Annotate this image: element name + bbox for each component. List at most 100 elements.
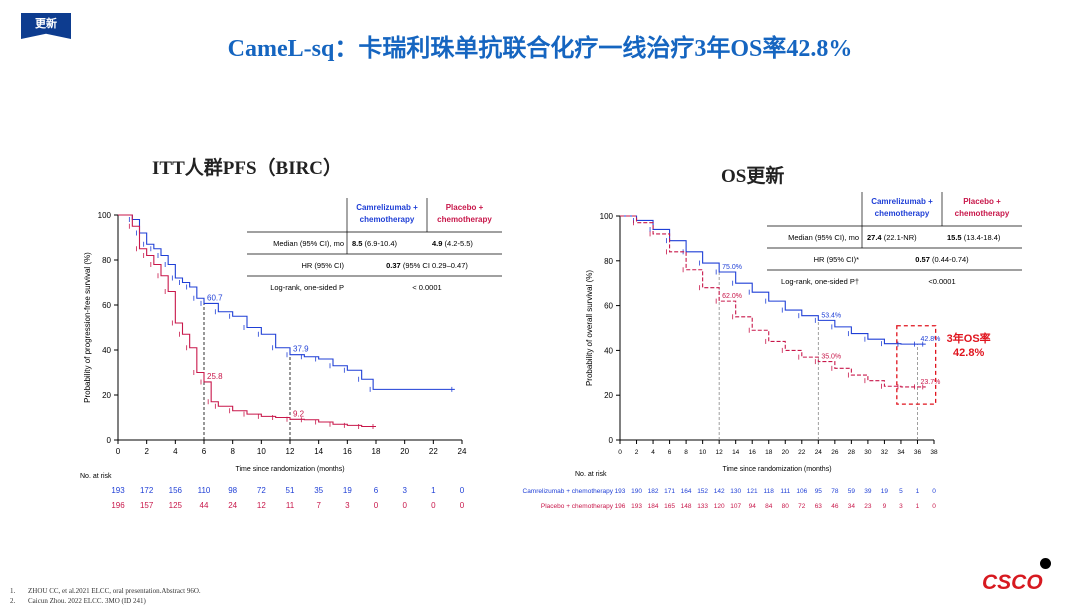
os-risk-value: 107 [730, 503, 741, 510]
pfs-camrelizumab-curve [118, 214, 455, 390]
os-risk-value: 133 [697, 503, 708, 510]
pfs-annotation: 25.8 [207, 372, 223, 381]
os-placebo-curve [620, 215, 926, 388]
os-x-tick-label: 14 [732, 449, 740, 456]
os-x-tick-label: 36 [914, 449, 922, 456]
pfs-risk-value: 11 [286, 501, 295, 510]
os-risk-value: 1 [916, 488, 920, 495]
os-risk-value: 63 [815, 503, 823, 510]
pfs-y-tick-label: 100 [98, 211, 112, 220]
pfs-y-tick-label: 60 [102, 301, 111, 310]
os-annotation: 35.0% [821, 354, 841, 361]
pfs-y-tick-label: 80 [102, 256, 111, 265]
os-table-row-label: HR (95% CI)* [814, 255, 860, 264]
os-risk-value: 152 [697, 488, 708, 495]
pfs-x-tick-label: 14 [314, 447, 323, 456]
pfs-x-tick-label: 16 [343, 447, 352, 456]
os-risk-value: 84 [765, 503, 773, 510]
os-panel-title: OS更新 [721, 166, 785, 187]
os-table-cell: 27.4 (22.1-NR) [867, 233, 917, 242]
pfs-x-tick-label: 20 [400, 447, 409, 456]
references: 1. ZHOU CC, et al.2021 ELCC, oral present… [10, 586, 201, 606]
os-risk-value: 148 [681, 503, 692, 510]
os-annotation: 75.0% [722, 264, 742, 271]
pfs-risk-value: 196 [111, 501, 125, 510]
os-annotation: 53.4% [821, 312, 841, 319]
pfs-table-cell: 4.9 (4.2-5.5) [432, 239, 473, 248]
os-x-tick-label: 12 [716, 449, 724, 456]
pfs-annotation: 37.9 [293, 345, 309, 354]
pfs-y-tick-label: 20 [102, 391, 111, 400]
pfs-y-tick-label: 0 [107, 436, 112, 445]
pfs-risk-value: 0 [460, 486, 465, 495]
os-risk-value: 142 [714, 488, 725, 495]
pfs-table-col-header-2: Placebo + [446, 203, 484, 212]
os-risk-value: 182 [648, 488, 659, 495]
os-risk-value: 5 [899, 488, 903, 495]
pfs-annotation: 60.7 [207, 293, 223, 302]
os-x-tick-label: 22 [798, 449, 806, 456]
pfs-x-tick-label: 0 [116, 447, 121, 456]
os-risk-value: 1 [916, 503, 920, 510]
os-risk-value: 165 [664, 503, 675, 510]
os-x-tick-label: 2 [635, 449, 639, 456]
os-x-tick-label: 10 [699, 449, 707, 456]
pfs-risk-value: 6 [374, 486, 379, 495]
pfs-table-row-label: HR (95% CI) [301, 261, 344, 270]
os-risk-value: 184 [648, 503, 659, 510]
logo-emblem-icon [1040, 558, 1051, 569]
os-highlight-box [896, 325, 937, 405]
pfs-risk-value: 3 [402, 486, 407, 495]
os-y-tick-label: 40 [604, 346, 613, 355]
pfs-risk-value: 172 [140, 486, 154, 495]
os-y-tick-label: 60 [604, 302, 613, 311]
pfs-risk-value: 0 [402, 501, 407, 510]
os-y-tick-label: 80 [604, 257, 613, 266]
os-x-tick-label: 4 [651, 449, 655, 456]
os-risk-value: 3 [899, 503, 903, 510]
os-risk-value: 0 [932, 488, 936, 495]
pfs-risk-value: 98 [228, 486, 237, 495]
pfs-risk-value: 51 [286, 486, 295, 495]
os-table-col-header-2: Placebo + [963, 197, 1001, 206]
os-risk-header: No. at risk [575, 471, 607, 478]
os-x-tick-label: 30 [864, 449, 872, 456]
os-risk-value: 120 [714, 503, 725, 510]
pfs-placebo-curve [118, 214, 376, 428]
os-y-tick-label: 20 [604, 391, 613, 400]
os-risk-value: 19 [881, 488, 889, 495]
os-highlight-value: 42.8% [953, 347, 984, 359]
os-x-axis-label: Time since randomization (months) [722, 466, 831, 473]
pfs-table-col-header-2b: chemotherapy [437, 215, 492, 224]
pfs-risk-header: No. at risk [80, 473, 112, 480]
pfs-x-tick-label: 4 [173, 447, 178, 456]
pfs-table-col-header-1: Camrelizumab + [356, 203, 418, 212]
reference-2: 2. Caicun Zhou. 2022 ELCC. 3MO (ID 241) [10, 597, 146, 605]
os-y-axis-label: Probability of overall survival (%) [585, 270, 594, 386]
pfs-risk-value: 110 [198, 486, 211, 495]
os-annotation: 42.8% [920, 336, 940, 343]
pfs-table-cell: 8.5 (6.9-10.4) [352, 239, 398, 248]
pfs-risk-value: 125 [169, 501, 183, 510]
pfs-risk-value: 156 [169, 486, 183, 495]
os-table-cell: 15.5 (13.4-18.4) [947, 233, 1001, 242]
pfs-table-cell: < 0.0001 [412, 283, 441, 292]
os-table-row-label: Log-rank, one-sided P† [781, 277, 859, 286]
os-table-cell: 0.57 (0.44-0.74) [915, 255, 969, 264]
os-risk-value: 80 [782, 503, 790, 510]
pfs-risk-value: 3 [345, 501, 350, 510]
pfs-x-tick-label: 12 [286, 447, 295, 456]
pfs-panel-title: ITT人群PFS（BIRC） [152, 158, 343, 179]
os-risk-value: 59 [848, 488, 856, 495]
pfs-x-axis-label: Time since randomization (months) [235, 466, 344, 473]
pfs-risk-value: 193 [111, 486, 125, 495]
os-risk-value: 190 [631, 488, 642, 495]
os-highlight-label: 3年OS率 [947, 331, 991, 345]
pfs-x-tick-label: 8 [230, 447, 235, 456]
os-risk-value: 0 [932, 503, 936, 510]
pfs-table-row-label: Log-rank, one-sided P [270, 283, 344, 292]
slide-title: CameL-sq：卡瑞利珠单抗联合化疗一线治疗3年OS率42.8% [227, 36, 853, 62]
os-risk-value: 111 [780, 488, 790, 495]
os-risk-value: 9 [883, 503, 887, 510]
